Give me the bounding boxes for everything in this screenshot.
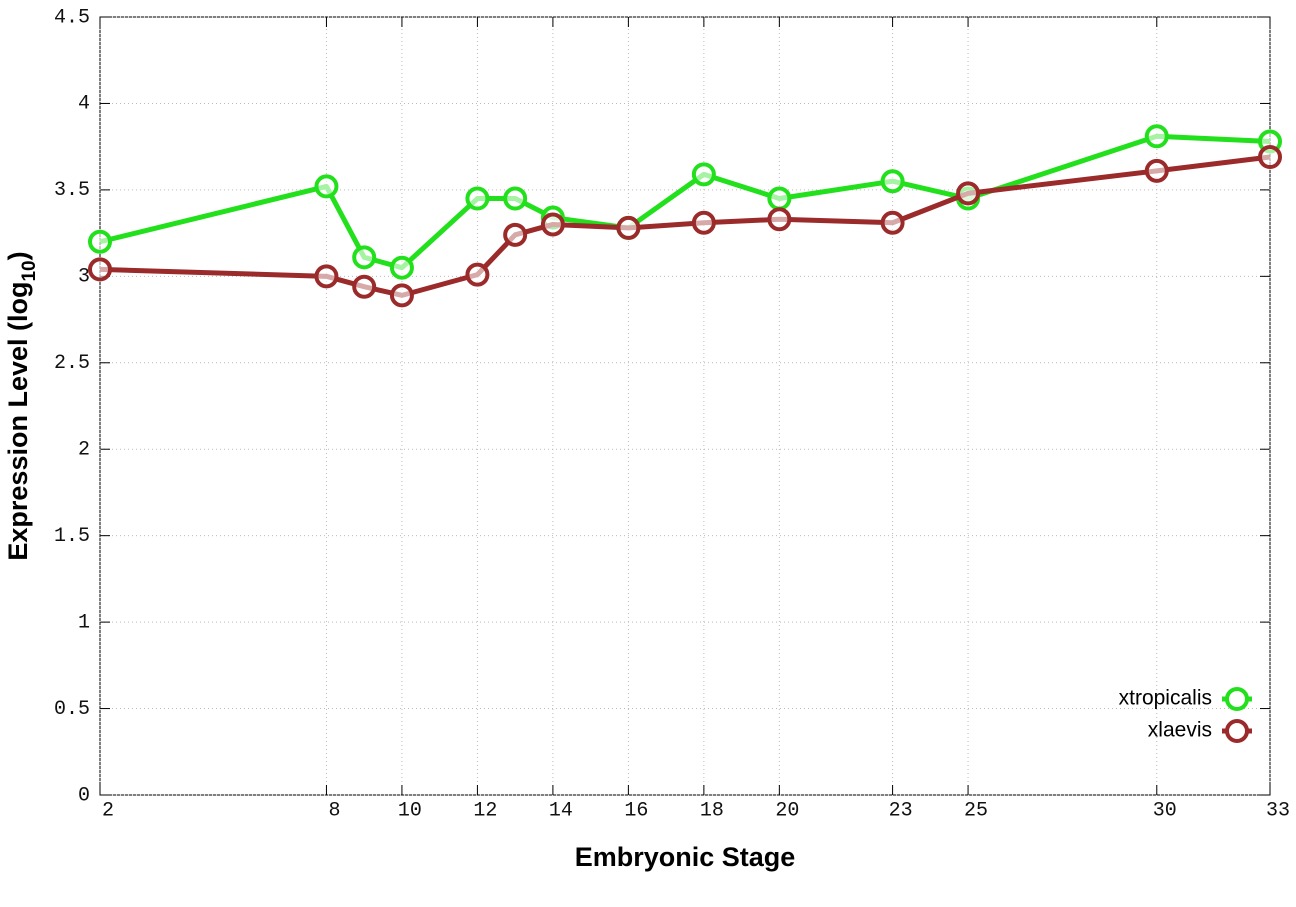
data-point [880, 210, 905, 235]
y-tick-label: 3.5 [54, 179, 90, 202]
data-point [314, 264, 339, 289]
y-tick-label: 2.5 [54, 352, 90, 375]
x-tick-label: 14 [549, 799, 573, 822]
data-point [389, 255, 414, 280]
y-tick-label: 3 [78, 266, 90, 289]
legend-marker [1225, 687, 1249, 711]
legend-marker [1225, 719, 1249, 743]
y-tick-label: 1 [78, 611, 90, 634]
plot-frame [99, 16, 1271, 796]
x-axis-title: Embryonic Stage [575, 842, 796, 872]
x-tick-label: 25 [964, 799, 988, 822]
y-tick-label: 4.5 [54, 6, 90, 29]
y-axis-title: Expression Level (log10) [3, 251, 40, 560]
data-point [691, 162, 716, 187]
data-point [503, 186, 528, 211]
x-tick-label: 10 [398, 799, 422, 822]
data-point [352, 245, 377, 270]
x-tick-label: 12 [473, 799, 497, 822]
data-point [389, 283, 414, 308]
x-tick-label: 33 [1266, 799, 1290, 822]
data-point [352, 274, 377, 299]
x-tick-label: 23 [889, 799, 913, 822]
data-point [503, 222, 528, 247]
series-line [99, 133, 1271, 271]
x-tick-label: 30 [1153, 799, 1177, 822]
y-tick-label: 0 [78, 784, 90, 807]
data-point [691, 210, 716, 235]
data-point [540, 212, 565, 237]
y-axis-title-main: Expression Level (log [3, 282, 33, 561]
data-point [1258, 145, 1282, 170]
data-point [767, 186, 792, 211]
data-point [88, 257, 112, 282]
y-tick-label: 4 [78, 93, 90, 116]
y-tick-label: 1.5 [54, 525, 90, 548]
data-point [880, 169, 905, 194]
legend-label: xtropicalis [1119, 687, 1212, 710]
y-tick-label: 0.5 [54, 698, 90, 721]
x-tick-label: 16 [624, 799, 648, 822]
x-tick-label: 20 [775, 799, 799, 822]
series-line [99, 154, 1271, 298]
x-tick-label: 18 [700, 799, 724, 822]
data-point [616, 215, 641, 240]
y-tick-label: 2 [78, 439, 90, 462]
data-point [465, 262, 490, 287]
data-point [767, 207, 792, 232]
y-axis-title-end: ) [3, 251, 33, 260]
data-point [88, 229, 112, 254]
legend-label: xlaevis [1148, 719, 1212, 742]
data-point [956, 181, 981, 206]
data-point [1144, 124, 1169, 149]
x-tick-label: 2 [102, 799, 114, 822]
data-point [314, 174, 339, 199]
x-tick-label: 8 [328, 799, 340, 822]
y-axis-title-sub: 10 [19, 260, 40, 281]
data-point [465, 186, 490, 211]
data-point [1144, 158, 1169, 183]
